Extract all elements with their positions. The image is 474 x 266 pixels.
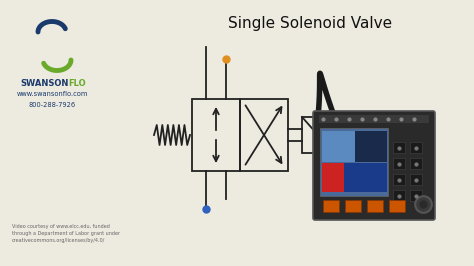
Bar: [410, 158, 422, 169]
FancyBboxPatch shape: [313, 111, 435, 220]
Bar: [302, 117, 334, 153]
Text: SWANSON: SWANSON: [20, 78, 68, 88]
Text: Video courtesy of www.elcc.edu, funded
through a Department of Labor grant under: Video courtesy of www.elcc.edu, funded t…: [12, 224, 120, 243]
Bar: [410, 142, 422, 153]
Bar: [393, 190, 405, 201]
Bar: [393, 142, 405, 153]
Bar: [389, 200, 405, 212]
Bar: [320, 128, 388, 196]
Bar: [323, 200, 339, 212]
Text: 800-288-7926: 800-288-7926: [28, 102, 75, 108]
Bar: [192, 99, 240, 171]
Bar: [240, 99, 288, 171]
Bar: [345, 163, 387, 192]
Bar: [319, 115, 429, 123]
Bar: [322, 131, 355, 162]
Bar: [345, 200, 361, 212]
Bar: [356, 131, 387, 162]
Bar: [410, 190, 422, 201]
Bar: [322, 163, 344, 192]
Text: Single Solenoid Valve: Single Solenoid Valve: [228, 16, 392, 31]
Text: www.swansonflo.com: www.swansonflo.com: [16, 91, 88, 97]
Bar: [410, 174, 422, 185]
Bar: [367, 200, 383, 212]
Bar: [393, 158, 405, 169]
Text: FLO: FLO: [68, 78, 86, 88]
Bar: [393, 174, 405, 185]
